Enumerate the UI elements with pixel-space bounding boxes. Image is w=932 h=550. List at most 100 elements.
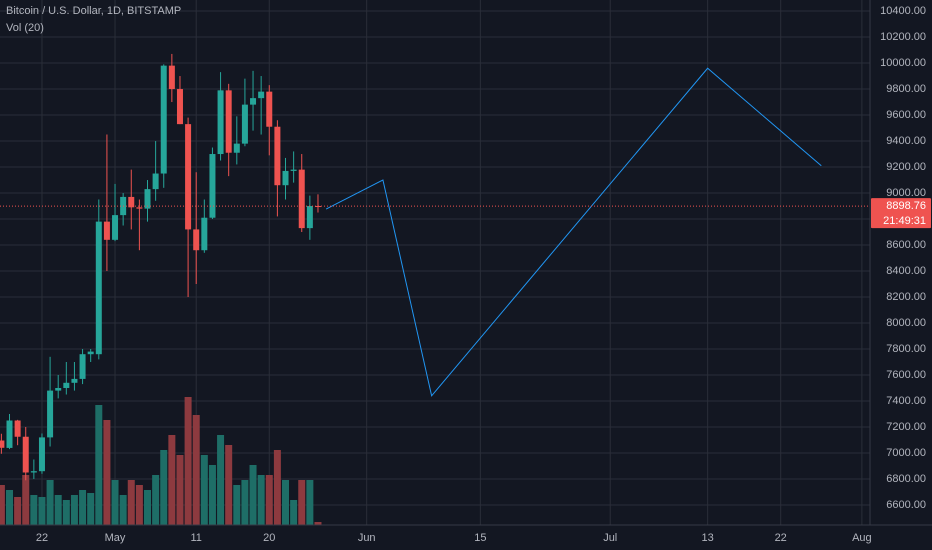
y-tick-label: 7800.00: [886, 343, 926, 355]
volume-bar: [249, 465, 257, 525]
y-tick-label: 9600.00: [886, 109, 926, 121]
volume-bar: [314, 522, 322, 525]
volume-bar: [30, 495, 38, 525]
candle-body: [63, 382, 70, 388]
y-tick-label: 9200.00: [886, 161, 926, 173]
candle-body: [160, 65, 167, 174]
overlay: [0, 67, 870, 397]
volume-bar: [168, 435, 176, 525]
volume-bar: [111, 480, 119, 525]
volume-bar: [241, 480, 249, 525]
volume-bar: [217, 435, 225, 525]
candles: [0, 53, 321, 481]
candle-body: [95, 221, 102, 355]
candle-body: [282, 170, 289, 186]
x-tick-label: May: [105, 532, 126, 544]
x-tick-label: 15: [474, 532, 486, 544]
candle-body: [233, 143, 240, 153]
y-tick-label: 10000.00: [880, 57, 926, 69]
candle-body: [6, 420, 13, 448]
x-tick-label: 11: [190, 532, 201, 544]
y-tick-label: 6600.00: [886, 499, 926, 511]
candle-body: [87, 351, 94, 355]
indicator-label: Vol (20): [6, 22, 44, 34]
x-tick-label: Aug: [852, 532, 872, 544]
candle-body: [176, 89, 183, 125]
x-tick-label: Jun: [358, 532, 376, 544]
volume-bar: [14, 497, 22, 525]
candle-body: [298, 169, 305, 229]
candle-body: [306, 206, 313, 229]
volume-bar: [160, 450, 168, 525]
candle-body: [258, 91, 265, 99]
y-tick-label: 7400.00: [886, 395, 926, 407]
candle-body: [112, 215, 119, 240]
candle-body: [71, 378, 78, 383]
volume-bar: [273, 450, 281, 525]
candle-body: [144, 189, 151, 209]
volume-bar: [192, 415, 200, 525]
axes: 6600.00 6800.00 7000.00 7200.00 7400.00 7600.…: [36, 5, 931, 544]
candle-body: [103, 221, 110, 240]
volume-bar: [282, 480, 290, 525]
volume-bar: [22, 475, 30, 525]
candle-body: [193, 229, 200, 251]
volume-bar: [95, 405, 103, 525]
volume-bar: [233, 485, 241, 525]
y-tick-label: 7000.00: [886, 447, 926, 459]
candle-body: [79, 354, 86, 379]
volume-bar: [54, 495, 62, 525]
candle-body: [22, 436, 29, 473]
volume-bar: [62, 500, 70, 525]
candle-body: [209, 154, 216, 218]
y-tick-label: 10400.00: [880, 5, 926, 17]
last-price-label: 8898.76: [886, 200, 926, 212]
y-tick-label: 6800.00: [886, 473, 926, 485]
volume-bar: [298, 480, 306, 525]
candle-body: [30, 471, 37, 473]
candle-body: [217, 90, 224, 155]
volume-bar: [38, 497, 46, 525]
candle-body: [314, 206, 321, 208]
y-tick-label: 9400.00: [886, 135, 926, 147]
candle-body: [136, 207, 143, 209]
candle-body: [55, 387, 62, 391]
candle-body: [250, 98, 257, 105]
volume-bar: [257, 475, 265, 525]
x-tick-label: 22: [36, 532, 48, 544]
y-tick-label: 8200.00: [886, 291, 926, 303]
volume-bar: [79, 490, 87, 525]
candle-body: [290, 169, 297, 171]
candle-body: [266, 91, 273, 127]
volume-bar: [208, 465, 216, 525]
y-tick-label: 10200.00: [880, 31, 926, 43]
y-tick-label: 7600.00: [886, 369, 926, 381]
candle-body: [225, 90, 232, 153]
volume-bar: [152, 475, 160, 525]
x-tick-label: Jul: [603, 532, 617, 544]
candle-body: [47, 390, 54, 438]
projection-line: [325, 67, 822, 397]
chart-title: Bitcoin / U.S. Dollar, 1D, BITSTAMP: [6, 5, 181, 17]
volume-bar: [225, 445, 233, 525]
candle-body: [152, 173, 159, 190]
candle-body: [128, 196, 135, 208]
candle-body: [241, 104, 248, 144]
candle-body: [185, 124, 192, 230]
volume-bar: [103, 420, 111, 525]
volume-bar: [200, 455, 208, 525]
candle-body: [0, 440, 5, 448]
y-tick-label: 8600.00: [886, 239, 926, 251]
volume-bar: [290, 500, 298, 525]
candle-body: [201, 217, 208, 251]
candle-body: [14, 420, 21, 437]
volume-bar: [46, 480, 54, 525]
volume-bar: [87, 493, 95, 525]
x-tick-label: 13: [702, 532, 714, 544]
x-tick-label: 22: [775, 532, 787, 544]
y-tick-label: 7200.00: [886, 421, 926, 433]
y-tick-label: 9800.00: [886, 83, 926, 95]
volume-pane: [0, 397, 322, 525]
